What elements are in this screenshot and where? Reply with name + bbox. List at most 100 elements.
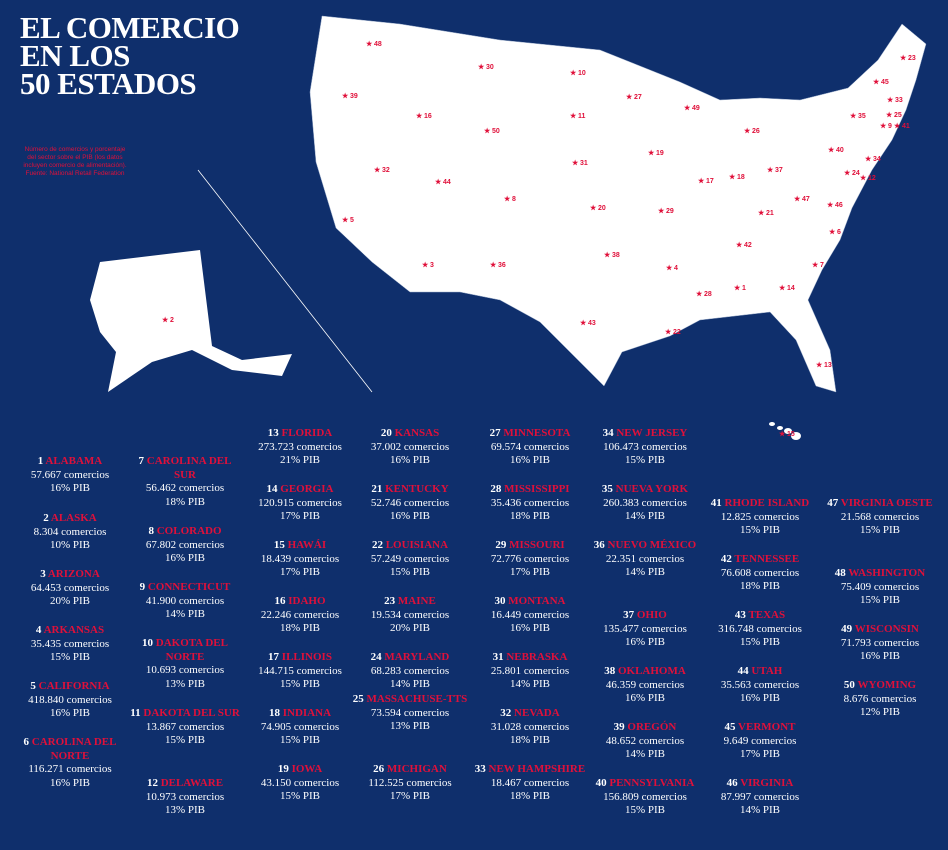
map-star: ★ xyxy=(648,149,655,157)
map-rank: 15 xyxy=(787,431,795,438)
state-entry: 29 MISSOURI 72.776 comercios 17% PIB xyxy=(472,539,588,580)
state-entry: 13 FLORIDA 273.723 comercios 21% PIB xyxy=(242,427,358,468)
state-gdp: 15% PIB xyxy=(739,636,781,648)
state-heading: 7 CAROLINA DEL SUR xyxy=(127,455,243,482)
state-entry: 48 WASHINGTON 75.409 comercios 15% PIB xyxy=(822,567,938,608)
state-heading: 50 WYOMING xyxy=(822,679,938,693)
state-gdp: 15% PIB xyxy=(859,524,901,536)
state-heading: 44 UTAH xyxy=(702,665,818,679)
state-heading: 30 MONTANA xyxy=(472,595,588,609)
map-star: ★ xyxy=(604,251,611,259)
state-gdp: 15% PIB xyxy=(49,651,91,663)
state-businesses: 87.997 comercios xyxy=(720,790,800,803)
state-entry: 45 VERMONT 9.649 comercios 17% PIB xyxy=(702,721,818,762)
us-mainland xyxy=(309,15,927,393)
state-gdp: 18% PIB xyxy=(509,790,551,802)
state-name: RHODE ISLAND xyxy=(724,497,810,509)
state-heading: 32 NEVADA xyxy=(472,707,588,721)
state-heading: 12 DELAWARE xyxy=(127,777,243,791)
state-name: OHIO xyxy=(636,609,667,621)
map-rank: 24 xyxy=(852,170,860,177)
state-heading: 46 VIRGINIA xyxy=(702,777,818,791)
state-entry: 22 LOUISIANA 57.249 comercios 15% PIB xyxy=(352,539,468,580)
state-rank: 28 xyxy=(490,483,502,495)
map-rank: 16 xyxy=(424,113,432,120)
state-businesses: 75.409 comercios xyxy=(840,580,920,593)
map-star: ★ xyxy=(698,177,705,185)
state-gdp: 16% PIB xyxy=(624,636,666,648)
state-rank: 34 xyxy=(602,427,614,439)
state-heading: 13 FLORIDA xyxy=(242,427,358,441)
map-rank: 23 xyxy=(908,55,916,62)
state-businesses: 10.693 comercios xyxy=(145,664,225,676)
state-businesses: 35.435 comercios xyxy=(30,637,110,650)
state-gdp: 16% PIB xyxy=(49,776,91,789)
state-businesses: 116.271 comercios xyxy=(28,763,112,775)
state-name: PENNSYLVANIA xyxy=(609,777,695,789)
map-rank: 1 xyxy=(742,285,746,292)
state-entry: 24 MARYLAND 68.283 comercios 14% PIB xyxy=(352,651,468,692)
state-businesses: 19.534 comercios xyxy=(370,608,450,621)
state-heading: 25 MASSACHUSE-TTS xyxy=(352,693,468,707)
state-heading: 48 WASHINGTON xyxy=(822,567,938,581)
state-gdp: 16% PIB xyxy=(49,482,91,494)
state-entry: 3 ARIZONA 64.453 comercios 20% PIB xyxy=(12,568,128,609)
map-star: ★ xyxy=(873,78,880,86)
state-entry: 39 OREGÓN 48.652 comercios 14% PIB xyxy=(587,721,703,762)
map-rank: 11 xyxy=(578,113,586,120)
state-entry: 2 ALASKA 8.304 comercios 10% PIB xyxy=(12,512,128,553)
state-name: ILLINOIS xyxy=(281,651,332,663)
state-rank: 46 xyxy=(726,777,738,789)
map-rank: 31 xyxy=(580,160,588,167)
state-rank: 22 xyxy=(371,539,383,551)
state-rank: 6 xyxy=(23,736,30,748)
state-name: WISCONSIN xyxy=(854,623,919,635)
map-rank: 14 xyxy=(787,285,795,292)
state-name: ARIZONA xyxy=(47,568,100,580)
state-rank: 48 xyxy=(834,567,846,579)
map-star: ★ xyxy=(342,216,349,224)
state-gdp: 14% PIB xyxy=(739,804,781,816)
map-star: ★ xyxy=(572,159,579,167)
state-entry: 23 MAINE 19.534 comercios 20% PIB xyxy=(352,595,468,636)
map-star: ★ xyxy=(570,112,577,120)
state-heading: 29 MISSOURI xyxy=(472,539,588,553)
state-entry: 32 NEVADA 31.028 comercios 18% PIB xyxy=(472,707,588,748)
state-entry: 31 NEBRASKA 25.801 comercios 14% PIB xyxy=(472,651,588,692)
map-rank: 5 xyxy=(350,217,354,224)
state-gdp: 15% PIB xyxy=(279,790,321,802)
state-gdp: 17% PIB xyxy=(279,510,321,522)
title-line: 50 ESTADOS xyxy=(20,66,197,101)
map-star: ★ xyxy=(900,54,907,62)
state-name: CAROLINA DEL NORTE xyxy=(31,736,117,762)
state-name: KANSAS xyxy=(394,427,440,439)
state-businesses: 68.283 comercios xyxy=(370,664,450,677)
map-star: ★ xyxy=(850,112,857,120)
map-rank: 37 xyxy=(775,167,783,174)
map-rank: 30 xyxy=(486,64,494,71)
state-heading: 14 GEORGIA xyxy=(242,483,358,497)
state-gdp: 13% PIB xyxy=(164,804,206,816)
state-name: CONNECTICUT xyxy=(147,581,231,593)
map-star: ★ xyxy=(860,174,867,182)
state-businesses: 10.973 comercios xyxy=(145,790,225,803)
map-rank: 34 xyxy=(873,156,881,163)
state-rank: 19 xyxy=(277,763,289,775)
map-star: ★ xyxy=(665,328,672,336)
map-star: ★ xyxy=(658,207,665,215)
state-name: VERMONT xyxy=(738,721,796,733)
state-businesses: 71.793 comercios xyxy=(840,636,920,649)
title-line: EL COMERCIO xyxy=(20,10,240,45)
state-entry: 44 UTAH 35.563 comercios 16% PIB xyxy=(702,665,818,706)
state-rank: 21 xyxy=(371,483,383,495)
map-star: ★ xyxy=(744,127,751,135)
state-businesses: 260.383 comercios xyxy=(603,496,687,509)
map-star: ★ xyxy=(880,122,887,130)
state-name: MISSOURI xyxy=(509,539,565,551)
state-gdp: 15% PIB xyxy=(624,454,666,466)
map-rank: 50 xyxy=(492,128,500,135)
state-name: INDIANA xyxy=(282,707,332,719)
state-rank: 10 xyxy=(142,637,153,649)
state-entry: 35 NUEVA YORK 260.383 comercios 14% PIB xyxy=(587,483,703,524)
state-gdp: 15% PIB xyxy=(389,566,431,578)
